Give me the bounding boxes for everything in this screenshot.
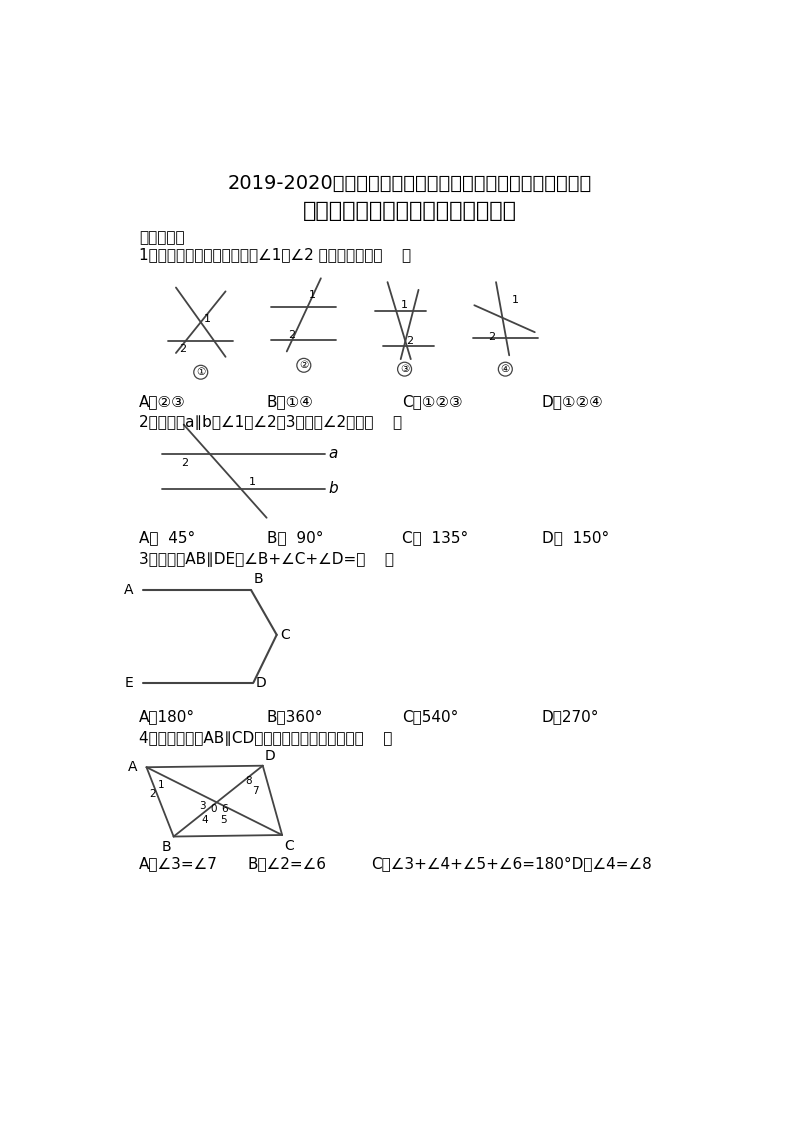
- Text: ②: ②: [299, 360, 309, 370]
- Text: A．∠3=∠7: A．∠3=∠7: [138, 856, 218, 871]
- Text: 2: 2: [179, 344, 186, 353]
- Text: 1: 1: [158, 780, 164, 789]
- Text: C．∠3+∠4+∠5+∠6=180°D．∠4=∠8: C．∠3+∠4+∠5+∠6=180°D．∠4=∠8: [371, 856, 652, 871]
- Text: D．①②④: D．①②④: [542, 394, 603, 409]
- Text: A．  45°: A． 45°: [138, 530, 195, 546]
- Text: 6: 6: [222, 804, 228, 814]
- Text: C．  135°: C． 135°: [402, 530, 469, 546]
- Text: 1: 1: [309, 290, 315, 300]
- Text: D: D: [265, 749, 276, 763]
- Text: ④: ④: [501, 365, 510, 375]
- Text: 5: 5: [220, 815, 226, 824]
- Text: B．  90°: B． 90°: [266, 530, 323, 546]
- Text: A．②③: A．②③: [138, 394, 186, 409]
- Text: 0: 0: [210, 804, 217, 814]
- Text: C: C: [285, 839, 294, 852]
- Text: 一、单选题: 一、单选题: [138, 230, 184, 245]
- Text: D: D: [256, 676, 266, 689]
- Text: B．360°: B．360°: [266, 710, 323, 724]
- Text: A: A: [128, 761, 138, 774]
- Text: 4: 4: [201, 815, 208, 824]
- Text: 2: 2: [149, 789, 155, 799]
- Text: E: E: [125, 676, 134, 689]
- Text: 1: 1: [401, 300, 408, 310]
- Text: 8: 8: [246, 777, 252, 787]
- Text: B．∠2=∠6: B．∠2=∠6: [247, 856, 326, 871]
- Text: ③: ③: [400, 365, 409, 375]
- Text: 七年级数学第二章：相交线与平行线: 七年级数学第二章：相交线与平行线: [303, 201, 517, 221]
- Text: C．540°: C．540°: [402, 710, 458, 724]
- Text: 4．如图，如果AB∥CD，那么下面说法错误的是（    ）: 4．如图，如果AB∥CD，那么下面说法错误的是（ ）: [138, 731, 392, 746]
- Text: D．  150°: D． 150°: [542, 530, 609, 546]
- Text: 2: 2: [182, 457, 189, 468]
- Text: C: C: [280, 628, 290, 642]
- Text: 7: 7: [252, 786, 258, 796]
- Text: 1: 1: [249, 477, 256, 487]
- Text: B: B: [162, 840, 171, 855]
- Text: B．①④: B．①④: [266, 394, 314, 409]
- Text: b: b: [329, 481, 338, 496]
- Text: 1．下列所示的四个图形中，∠1＝∠2 是同位角的是（    ）: 1．下列所示的四个图形中，∠1＝∠2 是同位角的是（ ）: [138, 248, 411, 263]
- Text: C．①②③: C．①②③: [402, 394, 463, 409]
- Text: 1: 1: [204, 315, 211, 325]
- Text: 1: 1: [511, 295, 518, 306]
- Text: 2: 2: [406, 336, 414, 346]
- Text: A: A: [124, 583, 134, 598]
- Text: A．180°: A．180°: [138, 710, 195, 724]
- Text: 2: 2: [488, 332, 495, 342]
- Text: 2．如图，a∥b，∠1是∠2的3倍，则∠2等于（    ）: 2．如图，a∥b，∠1是∠2的3倍，则∠2等于（ ）: [138, 415, 402, 430]
- Text: 2: 2: [288, 329, 295, 340]
- Text: D．270°: D．270°: [542, 710, 599, 724]
- Text: a: a: [329, 446, 338, 462]
- Text: 3．如图，AB∥DE，∠B+∠C+∠D=（    ）: 3．如图，AB∥DE，∠B+∠C+∠D=（ ）: [138, 551, 394, 567]
- Text: B: B: [254, 573, 263, 586]
- Text: ①: ①: [196, 367, 206, 377]
- Text: 2019-2020学年度山东滕州鲍沟中学第二学期复学章节检测题: 2019-2020学年度山东滕州鲍沟中学第二学期复学章节检测题: [228, 174, 592, 194]
- Text: 3: 3: [200, 800, 206, 811]
